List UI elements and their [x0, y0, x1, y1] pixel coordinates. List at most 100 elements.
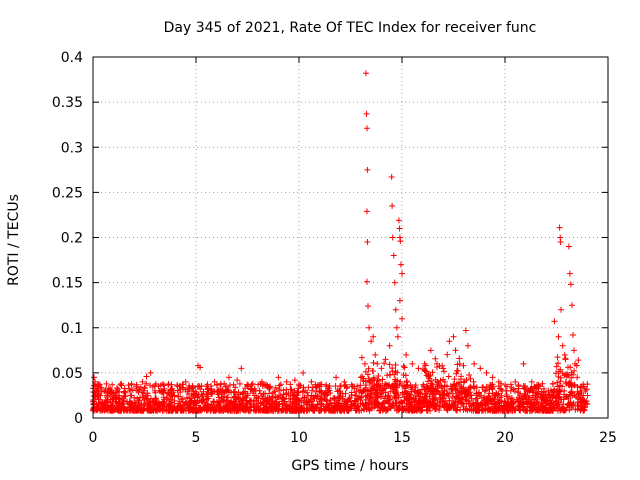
noise-point	[169, 393, 176, 400]
noise-point	[429, 388, 436, 395]
data-point	[357, 374, 364, 381]
noise-point	[420, 397, 427, 404]
data-point	[217, 380, 224, 387]
noise-point	[310, 407, 317, 414]
noise-point	[451, 376, 458, 383]
noise-point	[498, 386, 505, 393]
data-point	[566, 270, 573, 277]
noise-point	[443, 406, 450, 413]
noise-point	[526, 407, 533, 414]
noise-point	[321, 396, 328, 403]
noise-point	[296, 398, 303, 405]
noise-point	[252, 407, 259, 414]
noise-point	[165, 380, 172, 387]
noise-point	[236, 401, 243, 408]
data-point	[108, 387, 115, 394]
noise-point	[376, 407, 383, 414]
noise-point	[460, 379, 467, 386]
noise-point	[371, 386, 378, 393]
noise-point	[363, 406, 370, 413]
noise-point	[180, 407, 187, 414]
noise-point	[562, 356, 569, 363]
noise-point	[240, 390, 247, 397]
noise-point	[434, 387, 441, 394]
noise-point	[285, 390, 292, 397]
noise-point	[558, 396, 565, 403]
noise-point	[118, 382, 125, 389]
x-tick-label: 10	[290, 430, 308, 446]
noise-point	[177, 389, 184, 396]
noise-point	[408, 396, 415, 403]
data-point	[415, 365, 422, 372]
noise-point	[496, 394, 503, 401]
noise-point	[305, 384, 312, 391]
data-point	[556, 224, 563, 231]
data-point	[378, 365, 385, 372]
noise-point	[408, 403, 415, 410]
noise-point	[557, 407, 564, 414]
data-point	[395, 217, 402, 224]
noise-point	[170, 406, 177, 413]
noise-point	[182, 386, 189, 393]
noise-point	[479, 384, 486, 391]
noise-point	[309, 387, 316, 394]
data-point	[168, 392, 175, 399]
noise-point	[397, 378, 404, 385]
noise-point	[422, 394, 429, 401]
noise-point	[566, 379, 573, 386]
data-point	[582, 387, 589, 394]
noise-point	[485, 406, 492, 413]
data-point	[555, 333, 562, 340]
data-point	[464, 342, 471, 349]
noise-point	[521, 393, 528, 400]
data-point	[571, 347, 578, 354]
noise-point	[297, 382, 304, 389]
noise-point	[432, 376, 439, 383]
data-point	[139, 378, 146, 385]
noise-point	[457, 395, 464, 402]
data-point	[558, 306, 565, 313]
noise-point	[359, 373, 366, 380]
data-point	[382, 356, 389, 363]
noise-point	[375, 372, 382, 379]
noise-point	[205, 395, 212, 402]
data-point	[504, 383, 511, 390]
noise-point	[135, 406, 142, 413]
noise-point	[235, 395, 242, 402]
noise-point	[90, 392, 97, 399]
data-point	[434, 360, 441, 367]
noise-point	[412, 388, 419, 395]
data-points	[91, 70, 591, 403]
noise-point	[370, 359, 377, 366]
data-point	[364, 166, 371, 173]
noise-point	[416, 389, 423, 396]
noise-point	[141, 384, 148, 391]
noise-point	[385, 392, 392, 399]
data-point	[390, 252, 397, 259]
noise-point	[381, 395, 388, 402]
data-point	[258, 378, 265, 385]
data-point	[238, 365, 245, 372]
noise-point	[97, 406, 104, 413]
noise-point	[300, 399, 307, 406]
noise-point	[208, 407, 215, 414]
noise-point	[567, 389, 574, 396]
noise-point	[115, 405, 122, 412]
noise-point	[435, 382, 442, 389]
noise-point	[160, 382, 167, 389]
noise-point	[483, 396, 490, 403]
noise-point	[244, 399, 251, 406]
noise-point	[357, 382, 364, 389]
data-point	[477, 365, 484, 372]
noise-point	[555, 389, 562, 396]
noise-point	[257, 404, 264, 411]
noise-point	[175, 393, 182, 400]
noise-point	[257, 390, 264, 397]
noise-point	[445, 393, 452, 400]
noise-point	[429, 381, 436, 388]
noise-point	[400, 371, 407, 378]
noise-point	[482, 387, 489, 394]
data-point	[489, 374, 496, 381]
data-point	[102, 396, 109, 403]
noise-point	[135, 389, 142, 396]
